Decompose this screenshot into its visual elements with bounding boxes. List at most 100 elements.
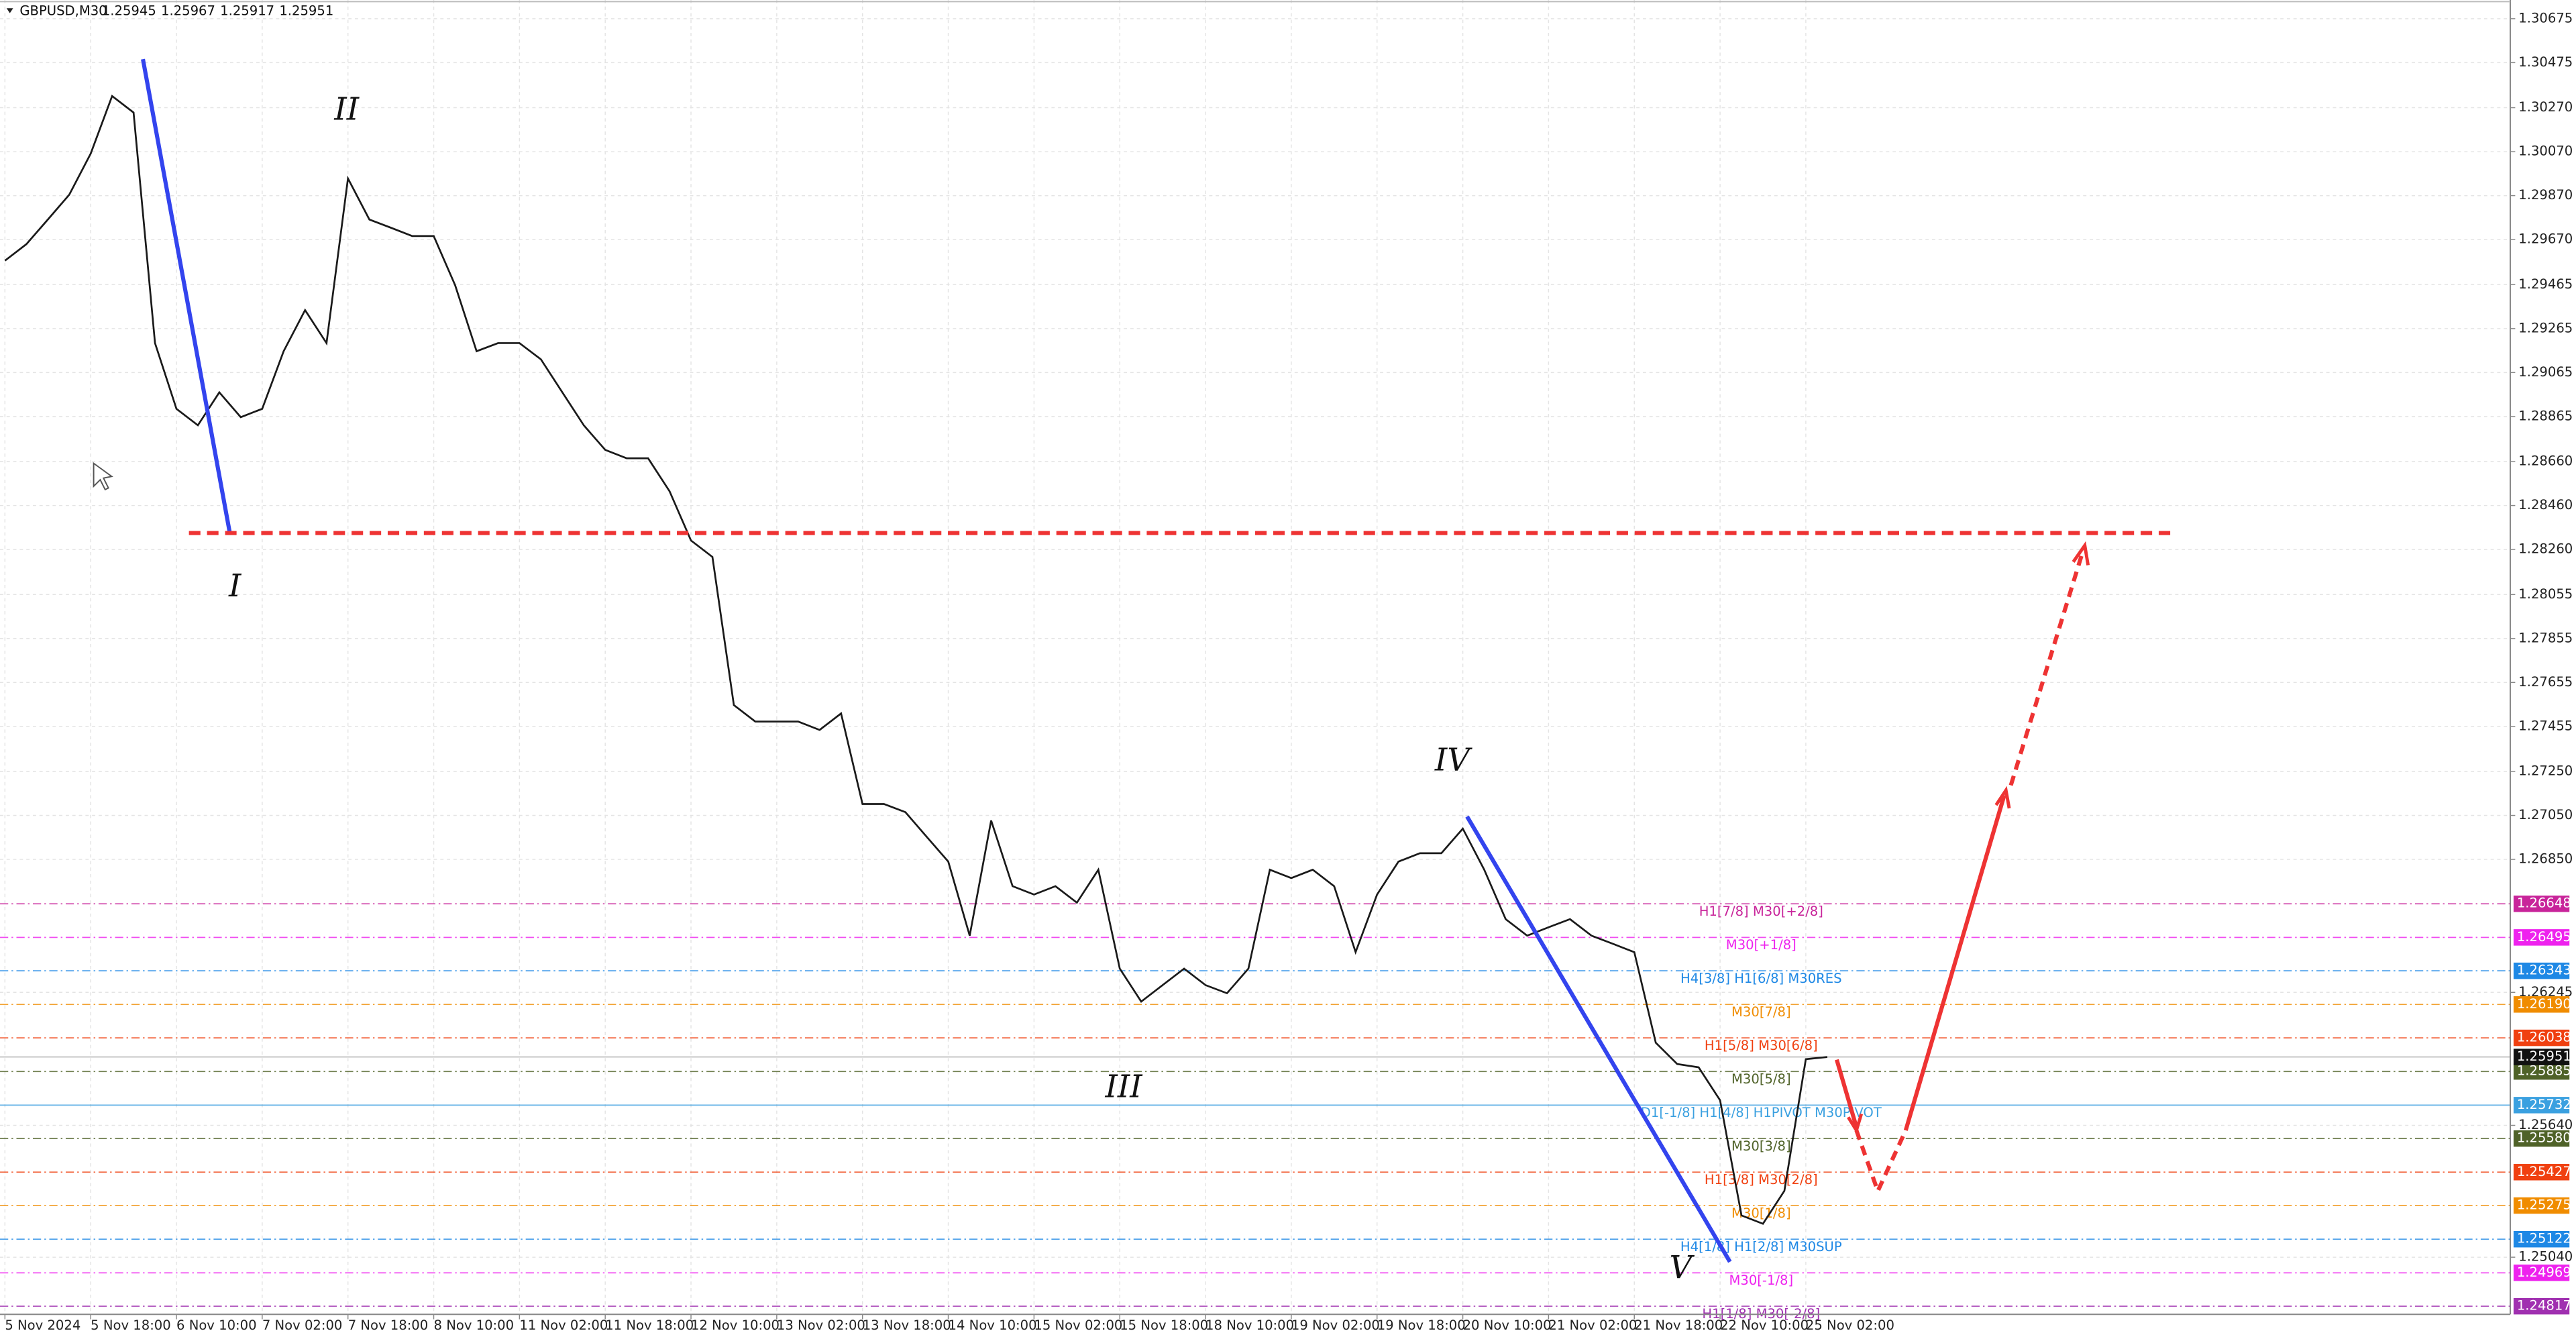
arrow-head — [1994, 786, 2011, 809]
y-tick-label: 1.29065 — [2518, 364, 2573, 380]
x-tick-label: 11 Nov 02:00 — [519, 1318, 608, 1333]
y-tick-label: 1.25640 — [2518, 1117, 2573, 1132]
y-tick-label: 1.30475 — [2518, 54, 2573, 70]
y-tick-label: 1.28865 — [2518, 408, 2573, 423]
price-tag-label: 1.24969 — [2517, 1265, 2571, 1280]
wave-label: III — [1105, 1069, 1144, 1105]
price-tag — [2513, 895, 2570, 912]
header-icon — [6, 8, 13, 13]
price-tag-label: 1.25885 — [2517, 1063, 2571, 1079]
level-label: H1[5/8] M30[6/8] — [1705, 1038, 1818, 1053]
x-tick-label: 5 Nov 18:00 — [91, 1318, 171, 1333]
price-tag — [2513, 996, 2570, 1013]
y-tick-label: 1.27855 — [2518, 630, 2573, 645]
current-price-tag — [2513, 1049, 2570, 1065]
x-tick-label: 25 Nov 02:00 — [1806, 1318, 1894, 1333]
x-tick-label: 7 Nov 02:00 — [262, 1318, 343, 1333]
level-label: M30[-1/8] — [1729, 1273, 1793, 1288]
y-tick-label: 1.27455 — [2518, 718, 2573, 733]
level-label: M30[5/8] — [1731, 1071, 1791, 1087]
level-label: D1[-1/8] H1[4/8] H1PIVOT M30PIVOT — [1641, 1105, 1882, 1120]
price-tag-label: 1.25580 — [2517, 1130, 2571, 1146]
price-tag-label: 1.24817 — [2517, 1298, 2571, 1314]
price-tag-label: 1.25122 — [2517, 1231, 2571, 1246]
x-tick-label: 20 Nov 10:00 — [1463, 1318, 1552, 1333]
ohlc-value: 1.25917 — [220, 3, 274, 19]
level-label: M30[3/8] — [1731, 1138, 1791, 1154]
price-tag-label: 1.25275 — [2517, 1197, 2571, 1213]
cursor — [93, 462, 113, 491]
price-tag — [2513, 1029, 2570, 1047]
y-tick-label: 1.28660 — [2518, 453, 2573, 469]
level-label: H4[1/8] H1[2/8] M30SUP — [1680, 1239, 1842, 1254]
price-tag-label: 1.25732 — [2517, 1097, 2571, 1112]
wave-label: V — [1670, 1249, 1695, 1285]
level-label: M30[7/8] — [1731, 1004, 1791, 1020]
x-tick-label: 18 Nov 10:00 — [1205, 1318, 1294, 1333]
arrow-head — [2072, 541, 2090, 566]
price-tag-label: 1.26648 — [2517, 896, 2571, 911]
level-label: H1[3/8] M30[2/8] — [1705, 1172, 1818, 1187]
x-tick-label: 7 Nov 18:00 — [348, 1318, 429, 1333]
x-tick-label: 21 Nov 18:00 — [1634, 1318, 1723, 1333]
y-tick-label: 1.26850 — [2518, 851, 2573, 867]
header: GBPUSD,M30 1.25945 1.25967 1.25917 1.25951 — [6, 3, 333, 19]
price-tag — [2513, 1130, 2570, 1147]
price-tag — [2513, 1197, 2570, 1214]
x-tick-label: 15 Nov 18:00 — [1120, 1318, 1208, 1333]
wave-label: I — [228, 568, 242, 604]
price-tag-label: 1.26190 — [2517, 996, 2571, 1012]
series — [4, 94, 1828, 1225]
current-price-label: 1.25951 — [2517, 1049, 2571, 1064]
price-tag — [2513, 929, 2570, 946]
forecast-arrow — [1835, 1059, 1859, 1128]
x-tick-label: 15 Nov 02:00 — [1034, 1318, 1122, 1333]
x-tick-label: 5 Nov 2024 — [5, 1318, 80, 1333]
x-tick-label: 13 Nov 02:00 — [777, 1318, 865, 1333]
price-tag-label: 1.26495 — [2517, 929, 2571, 945]
x-tick-label: 13 Nov 18:00 — [863, 1318, 951, 1333]
price-tag — [2513, 1297, 2570, 1315]
x-tick-label: 22 Nov 10:00 — [1720, 1318, 1809, 1333]
ohlc-value: 1.25945 — [102, 3, 156, 19]
trend-line — [141, 58, 232, 535]
ohlc-value: 1.25951 — [279, 3, 333, 19]
price-tag — [2513, 962, 2570, 979]
y-tick-label: 1.27250 — [2518, 763, 2573, 779]
y-tick-label: 1.30070 — [2518, 144, 2573, 159]
x-tick-label: 19 Nov 02:00 — [1291, 1318, 1380, 1333]
price-tag — [2513, 1230, 2570, 1248]
y-tick-label: 1.29870 — [2518, 187, 2573, 203]
y-tick-label: 1.28260 — [2518, 541, 2573, 557]
grid — [0, 0, 2511, 1315]
x-tick-label: 19 Nov 18:00 — [1377, 1318, 1466, 1333]
level-label: M30[+1/8] — [1726, 937, 1796, 953]
price-tag — [2513, 1097, 2570, 1114]
price-tag-label: 1.25427 — [2517, 1164, 2571, 1179]
price-tag-label: 1.26343 — [2517, 963, 2571, 978]
symbol-title: GBPUSD,M30 — [19, 3, 107, 19]
x-tick-label: 14 Nov 10:00 — [949, 1318, 1037, 1333]
y-tick-label: 1.29670 — [2518, 231, 2573, 247]
x-tick-label: 8 Nov 10:00 — [434, 1318, 515, 1333]
forecast-arrow — [1854, 1129, 1908, 1197]
y-tick-label: 1.26245 — [2518, 984, 2573, 1000]
price-tag — [2513, 1164, 2570, 1181]
ohlc-value: 1.25967 — [161, 3, 215, 19]
price-tag-label: 1.26038 — [2517, 1030, 2571, 1045]
levels: H1[7/8] M30[+2/8] M30[+1/8] H4[3/8] H1[6/8… — [0, 903, 2511, 1322]
level-label: H4[3/8] H1[6/8] M30RES — [1680, 971, 1842, 986]
x-tick-label: 21 Nov 02:00 — [1548, 1318, 1637, 1333]
y-tick-label: 1.29265 — [2518, 320, 2573, 335]
x-tick-label: 6 Nov 10:00 — [176, 1318, 257, 1333]
trend-line — [1465, 815, 1732, 1263]
y-tick-label: 1.30270 — [2518, 99, 2573, 115]
price-line — [4, 94, 1828, 1225]
wave-label: II — [333, 91, 360, 127]
price-tag — [2513, 1265, 2570, 1281]
y-tick-label: 1.27655 — [2518, 674, 2573, 690]
